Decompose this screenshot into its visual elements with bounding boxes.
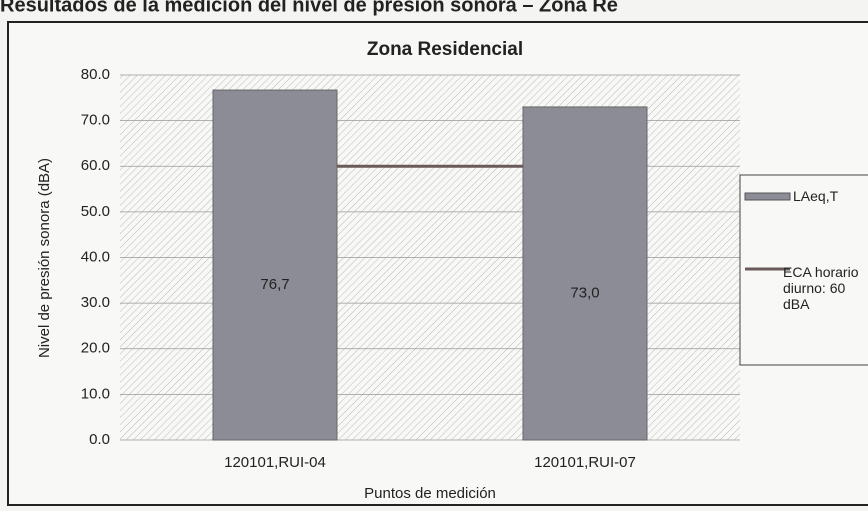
y-tick-label: 50.0 <box>81 203 110 220</box>
y-tick-label: 20.0 <box>81 340 110 357</box>
y-tick-label: 80.0 <box>81 66 110 83</box>
y-tick-label: 60.0 <box>81 157 110 174</box>
legend-label: LAeq,T <box>793 188 839 204</box>
data-label: 76,7 <box>260 276 289 293</box>
y-tick-label: 40.0 <box>81 248 110 265</box>
bar <box>522 106 648 441</box>
y-axis-label: Nivel de presión sonora (dBA) <box>36 158 53 358</box>
legend-key <box>744 192 791 201</box>
y-tick-label: 10.0 <box>81 385 110 402</box>
x-axis-label: Puntos de medición <box>364 485 496 502</box>
chart-title: Zona Residencial <box>367 39 523 60</box>
x-tick-label: 120101,RUI-07 <box>534 454 636 471</box>
y-tick-label: 70.0 <box>81 112 110 129</box>
y-tick-label: 30.0 <box>81 294 110 311</box>
page-heading: Resultados de la medición del nivel de p… <box>0 0 618 16</box>
y-tick-label: 0.0 <box>89 431 110 448</box>
x-tick-label: 120101,RUI-04 <box>224 454 326 471</box>
data-label: 73,0 <box>570 284 599 301</box>
bar <box>212 89 338 441</box>
legend-label: ECA horario diurno: 60 dBA <box>783 264 859 312</box>
